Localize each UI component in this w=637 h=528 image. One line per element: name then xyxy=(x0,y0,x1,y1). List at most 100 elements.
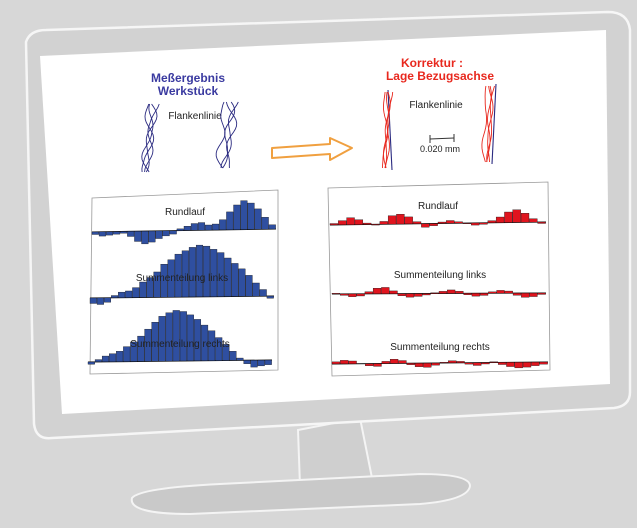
bar xyxy=(94,359,102,363)
bar xyxy=(195,244,204,297)
bar xyxy=(151,321,159,362)
bar xyxy=(331,293,341,295)
bar xyxy=(153,271,161,298)
right-trace-label: Flankenlinie xyxy=(409,100,463,111)
left-title-line2: Werkstück xyxy=(158,84,219,98)
bar xyxy=(506,362,515,367)
bar xyxy=(233,204,241,230)
bar xyxy=(348,360,357,364)
bar-chart-3: Summenteilung rechts xyxy=(331,342,549,369)
bar-chart-2: Summenteilung links xyxy=(89,244,275,305)
bar-chart-1: Rundlauf xyxy=(91,200,277,245)
bar xyxy=(190,223,198,231)
bar xyxy=(203,245,211,297)
bar xyxy=(389,359,399,364)
right-flank-trace xyxy=(225,101,238,169)
bar xyxy=(186,314,194,362)
bar xyxy=(430,292,439,294)
bar xyxy=(471,222,480,226)
bar xyxy=(379,221,388,225)
bar xyxy=(331,361,341,365)
monitor-stand-base xyxy=(130,472,472,516)
bar xyxy=(224,257,232,297)
bar xyxy=(141,230,149,245)
bar xyxy=(381,361,390,364)
right-flank-traces xyxy=(382,83,497,171)
bar xyxy=(231,263,239,297)
right-title-line1: Korrektur : xyxy=(401,56,463,70)
bar xyxy=(160,264,168,298)
bar xyxy=(539,361,548,365)
bar xyxy=(454,221,463,224)
left-bar-charts: Rundlauf Summenteilung links Summenteilung… xyxy=(87,200,277,368)
bar xyxy=(423,362,432,368)
bar xyxy=(437,221,447,224)
bar xyxy=(356,293,365,297)
bar xyxy=(464,362,474,365)
bar xyxy=(479,222,488,225)
left-flank-trace xyxy=(141,103,154,173)
scale-label: 0.020 mm xyxy=(420,144,460,154)
bar xyxy=(397,293,406,296)
bar-chart-3: Summenteilung rechts xyxy=(87,310,273,368)
bar xyxy=(132,287,140,298)
bar xyxy=(137,335,145,362)
chart-label: Rundlauf xyxy=(418,201,458,212)
bar xyxy=(158,316,166,362)
bar xyxy=(98,231,106,237)
bar xyxy=(245,275,253,297)
bar xyxy=(113,231,121,235)
reference-axis-left xyxy=(387,89,393,171)
bar xyxy=(217,252,225,297)
bar xyxy=(125,290,133,298)
corrected-flank-trace xyxy=(382,91,390,169)
bar xyxy=(226,211,234,230)
bar xyxy=(387,215,397,225)
bar xyxy=(219,219,227,231)
bar xyxy=(364,291,373,295)
bar xyxy=(338,220,347,226)
chart-label: Summenteilung rechts xyxy=(390,342,490,353)
bar xyxy=(512,209,521,223)
bar xyxy=(130,341,138,362)
bar xyxy=(529,218,538,223)
bar xyxy=(148,230,156,243)
bar xyxy=(201,324,209,361)
bar xyxy=(373,363,382,367)
bar xyxy=(155,230,163,239)
bar xyxy=(89,297,97,304)
bar xyxy=(487,220,496,223)
bar xyxy=(381,287,390,294)
bar xyxy=(188,247,196,298)
bar xyxy=(247,202,255,230)
corrected-flank-trace xyxy=(481,85,487,163)
bar xyxy=(127,231,135,237)
bar xyxy=(181,250,189,298)
bar xyxy=(257,359,265,367)
bar xyxy=(531,361,540,366)
bar xyxy=(197,222,206,231)
bar xyxy=(406,363,415,365)
bar xyxy=(165,312,173,362)
bar xyxy=(412,221,422,224)
bar xyxy=(103,297,112,303)
bar xyxy=(448,360,457,364)
bar xyxy=(504,211,513,223)
bar xyxy=(243,360,251,364)
bar xyxy=(252,282,260,297)
bar xyxy=(222,344,230,361)
chart-label: Summenteilung links xyxy=(136,273,228,284)
right-bar-charts: Rundlauf Summenteilung links Summenteilung… xyxy=(329,201,549,369)
bar xyxy=(118,291,126,298)
bar xyxy=(363,222,372,225)
bar xyxy=(439,362,449,364)
bar xyxy=(429,223,438,226)
bar xyxy=(266,295,274,299)
bar xyxy=(522,362,532,368)
correction-arrow-icon xyxy=(271,137,353,161)
bar xyxy=(512,292,522,296)
bar-chart-1: Rundlauf xyxy=(329,201,547,228)
bar xyxy=(372,288,382,294)
bar xyxy=(162,230,170,237)
bar xyxy=(489,361,498,363)
